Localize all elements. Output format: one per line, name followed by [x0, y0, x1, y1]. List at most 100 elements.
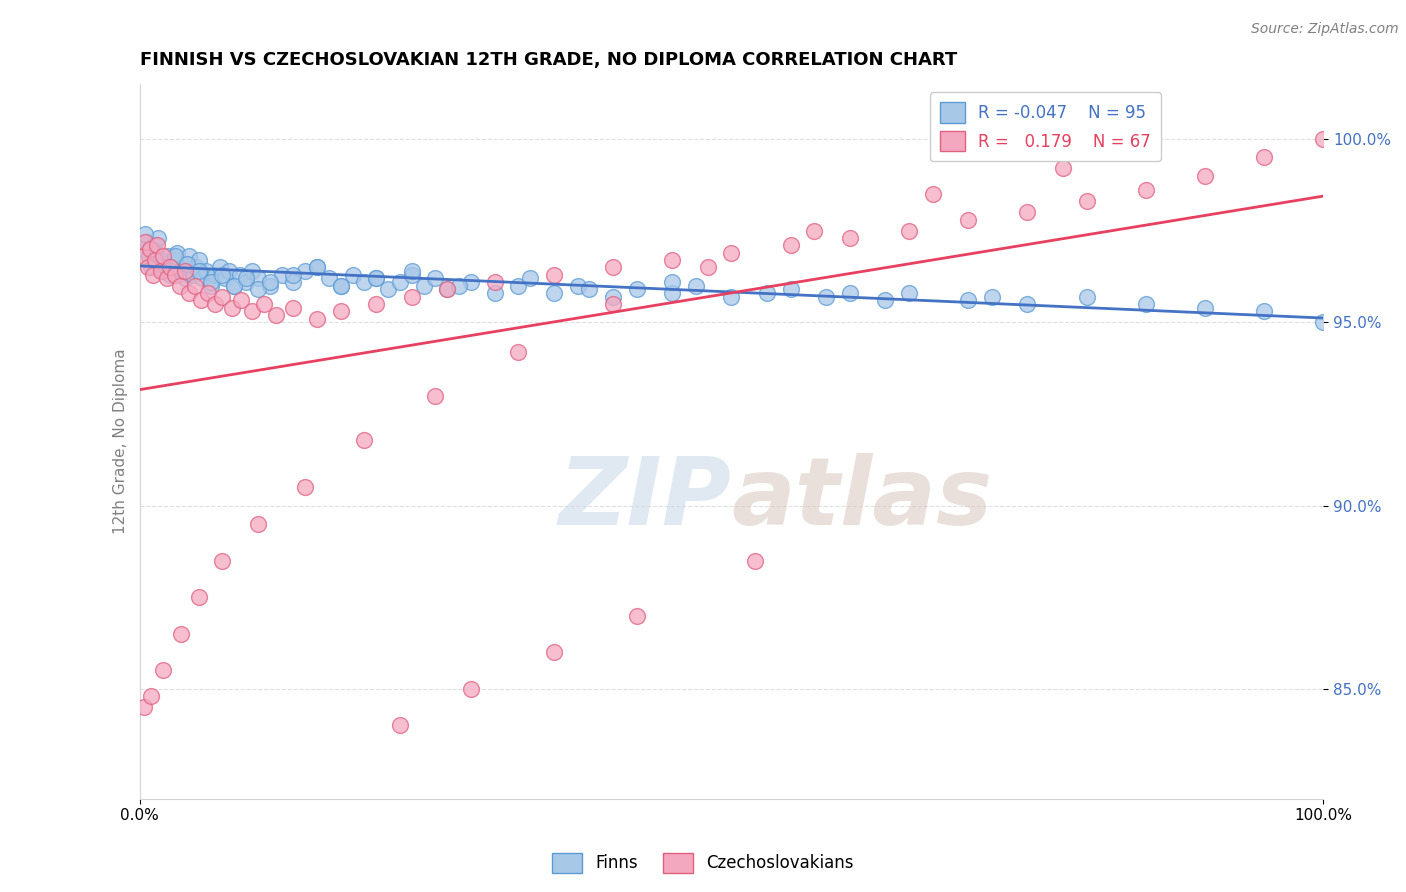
- Point: [543, 645, 565, 659]
- Point: [377, 282, 399, 296]
- Point: [148, 231, 170, 245]
- Point: [179, 249, 201, 263]
- Point: [229, 268, 252, 282]
- Point: [187, 253, 209, 268]
- Point: [661, 285, 683, 300]
- Point: [156, 271, 179, 285]
- Point: [921, 187, 943, 202]
- Point: [184, 278, 207, 293]
- Point: [152, 260, 174, 275]
- Point: [200, 278, 222, 293]
- Point: [149, 264, 172, 278]
- Point: [141, 242, 163, 256]
- Point: [626, 608, 648, 623]
- Point: [246, 282, 269, 296]
- Point: [218, 264, 240, 278]
- Point: [211, 553, 233, 567]
- Point: [190, 293, 212, 308]
- Point: [204, 297, 226, 311]
- Point: [366, 271, 388, 285]
- Point: [543, 285, 565, 300]
- Point: [134, 235, 156, 249]
- Point: [163, 249, 186, 263]
- Point: [543, 268, 565, 282]
- Point: [626, 282, 648, 296]
- Point: [211, 268, 233, 282]
- Point: [307, 260, 329, 275]
- Point: [779, 238, 801, 252]
- Text: FINNISH VS CZECHOSLOVAKIAN 12TH GRADE, NO DIPLOMA CORRELATION CHART: FINNISH VS CZECHOSLOVAKIAN 12TH GRADE, N…: [139, 51, 956, 69]
- Point: [980, 290, 1002, 304]
- Point: [162, 260, 184, 275]
- Point: [152, 264, 174, 278]
- Point: [1312, 315, 1334, 329]
- Point: [779, 282, 801, 296]
- Point: [176, 257, 198, 271]
- Point: [578, 282, 600, 296]
- Point: [803, 224, 825, 238]
- Point: [1017, 297, 1039, 311]
- Point: [240, 264, 263, 278]
- Point: [1135, 297, 1157, 311]
- Point: [132, 249, 155, 263]
- Point: [460, 275, 482, 289]
- Point: [283, 268, 305, 282]
- Point: [436, 282, 458, 296]
- Point: [294, 264, 316, 278]
- Point: [957, 293, 980, 308]
- Point: [661, 253, 683, 268]
- Point: [1052, 161, 1074, 176]
- Point: [366, 297, 388, 311]
- Point: [401, 264, 423, 278]
- Point: [1253, 304, 1275, 318]
- Point: [149, 253, 172, 268]
- Point: [187, 591, 209, 605]
- Point: [720, 245, 742, 260]
- Text: atlas: atlas: [731, 452, 993, 545]
- Point: [1017, 205, 1039, 219]
- Point: [329, 278, 352, 293]
- Point: [259, 275, 281, 289]
- Point: [283, 275, 305, 289]
- Point: [246, 271, 269, 285]
- Point: [134, 700, 156, 714]
- Point: [163, 268, 186, 282]
- Point: [204, 268, 226, 282]
- Point: [283, 301, 305, 315]
- Point: [235, 271, 257, 285]
- Point: [508, 344, 530, 359]
- Point: [141, 260, 163, 275]
- Point: [897, 285, 920, 300]
- Legend: Finns, Czechoslovakians: Finns, Czechoslovakians: [546, 847, 860, 880]
- Point: [508, 278, 530, 293]
- Point: [353, 433, 375, 447]
- Point: [307, 311, 329, 326]
- Point: [602, 260, 624, 275]
- Point: [1194, 301, 1216, 315]
- Point: [838, 231, 860, 245]
- Point: [221, 301, 243, 315]
- Point: [169, 278, 191, 293]
- Point: [329, 278, 352, 293]
- Point: [388, 275, 411, 289]
- Point: [897, 224, 920, 238]
- Point: [602, 290, 624, 304]
- Point: [294, 480, 316, 494]
- Point: [156, 249, 179, 263]
- Point: [138, 249, 160, 263]
- Point: [838, 285, 860, 300]
- Point: [191, 271, 214, 285]
- Point: [307, 260, 329, 275]
- Point: [142, 268, 165, 282]
- Point: [141, 689, 163, 703]
- Point: [318, 271, 340, 285]
- Point: [567, 278, 589, 293]
- Point: [240, 304, 263, 318]
- Point: [366, 271, 388, 285]
- Point: [208, 260, 231, 275]
- Point: [142, 238, 165, 252]
- Point: [134, 227, 156, 242]
- Point: [159, 260, 181, 275]
- Point: [170, 627, 193, 641]
- Point: [329, 304, 352, 318]
